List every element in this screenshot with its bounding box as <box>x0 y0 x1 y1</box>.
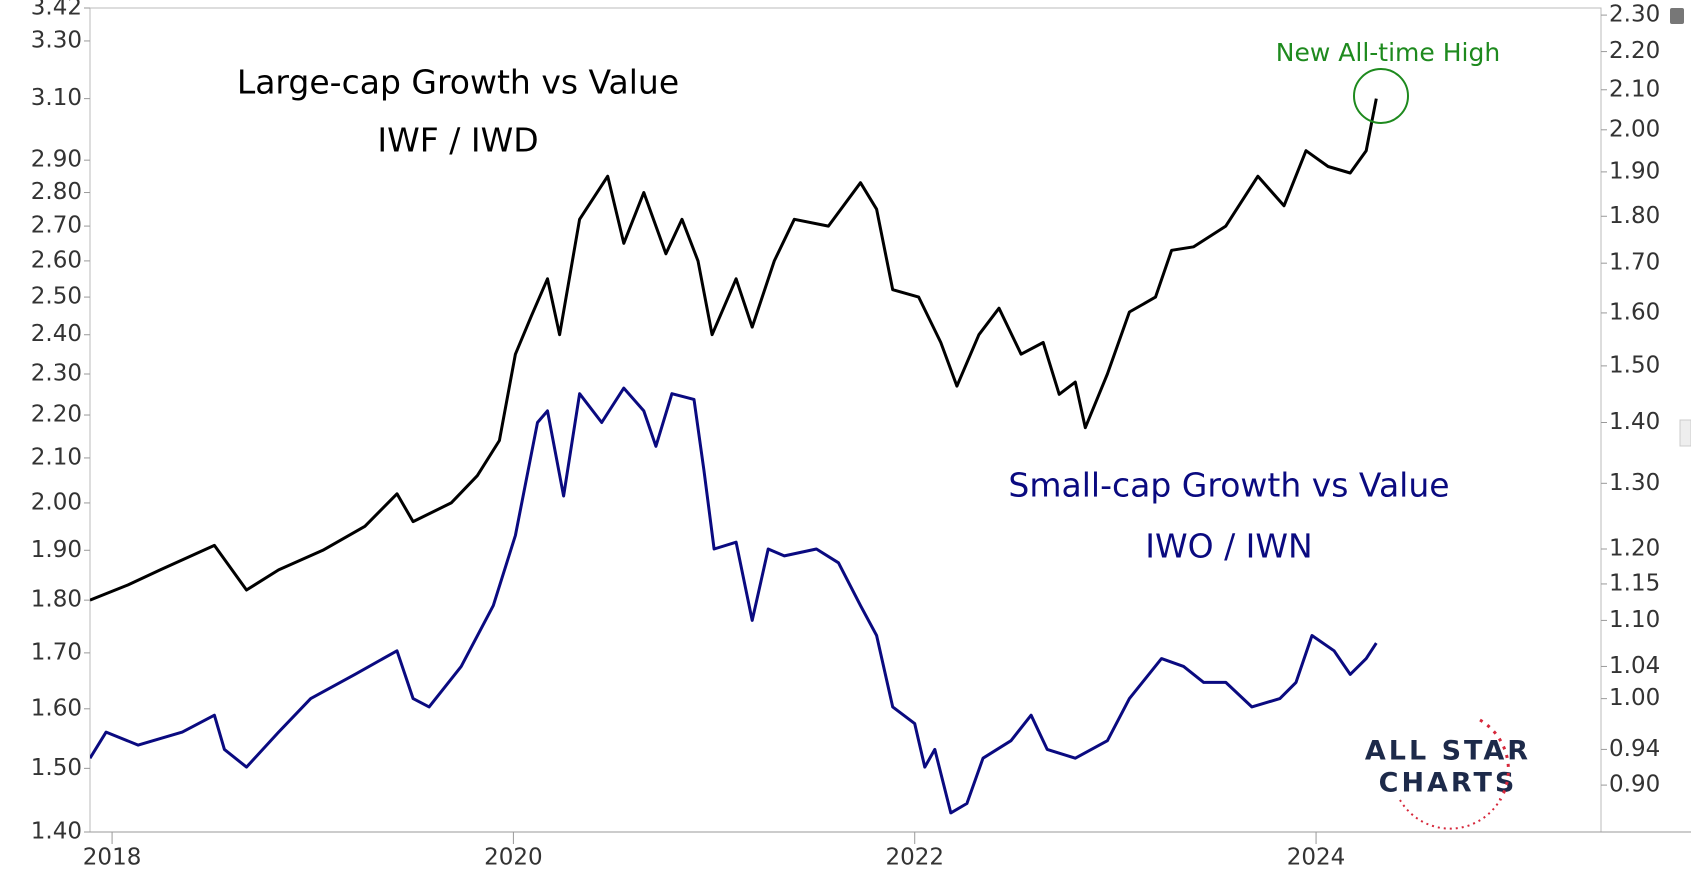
logo-stars <box>1479 718 1510 801</box>
y2-tick-label: 1.04 <box>1609 653 1660 679</box>
y2-tick-label: 1.10 <box>1609 607 1660 633</box>
annotation: New All-time High <box>1276 38 1500 67</box>
logo-text: CHARTS <box>1379 768 1518 799</box>
series-ticker: IWF / IWD <box>377 121 538 160</box>
y-tick-label: 2.80 <box>31 179 82 205</box>
y-tick-label: 2.30 <box>31 361 82 387</box>
y-tick-label: 2.20 <box>31 402 82 428</box>
side-tab[interactable] <box>1679 419 1691 447</box>
y2-tick-label: 1.70 <box>1609 250 1660 276</box>
y-tick-label: 1.70 <box>31 639 82 665</box>
series-label: Small-cap Growth vs Value <box>1008 466 1449 505</box>
y2-tick-label: 2.30 <box>1609 2 1660 28</box>
y-tick-label: 2.10 <box>31 444 82 470</box>
series-ticker: IWO / IWN <box>1145 527 1312 566</box>
y-tick-label: 2.50 <box>31 284 82 310</box>
x-tick-label: 2022 <box>885 845 944 871</box>
annotation-circle <box>1353 68 1409 124</box>
y-tick-label: 1.90 <box>31 537 82 563</box>
y2-tick-label: 1.30 <box>1609 470 1660 496</box>
y2-tick-label: 2.00 <box>1609 116 1660 142</box>
y2-tick-label: 1.80 <box>1609 203 1660 229</box>
y-tick-label: 3.30 <box>31 27 82 53</box>
y2-tick-label: 1.20 <box>1609 536 1660 562</box>
series-line <box>90 386 1378 815</box>
y2-tick-label: 0.94 <box>1609 736 1660 762</box>
y2-tick-label: 2.20 <box>1609 38 1660 64</box>
y-tick-label: 1.80 <box>31 587 82 613</box>
logo: ALL STAR CHARTS <box>1365 718 1531 830</box>
y2-tick-label: 1.50 <box>1609 352 1660 378</box>
plot-frame <box>89 7 1602 833</box>
lock-icon <box>1670 8 1684 24</box>
y-tick-label: 1.50 <box>31 755 82 781</box>
y-tick-label: 3.10 <box>31 85 82 111</box>
y-tick-label: 2.40 <box>31 321 82 347</box>
y-tick-label: 1.40 <box>31 819 82 845</box>
x-tick-label: 2020 <box>484 845 543 871</box>
y2-tick-label: 1.40 <box>1609 409 1660 435</box>
y2-tick-label: 1.15 <box>1609 570 1660 596</box>
series-label: Large-cap Growth vs Value <box>237 63 679 102</box>
series-line <box>90 98 1378 602</box>
y2-tick-label: 1.00 <box>1609 685 1660 711</box>
y-tick-label: 2.70 <box>31 213 82 239</box>
y2-tick-label: 2.10 <box>1609 76 1660 102</box>
x-tick-label: 2024 <box>1287 845 1346 871</box>
y-tick-label: 1.60 <box>31 695 82 721</box>
y2-tick-label: 1.90 <box>1609 158 1660 184</box>
logo-stars <box>1399 799 1501 830</box>
y-tick-label: 2.60 <box>31 247 82 273</box>
logo-text: ALL STAR <box>1365 736 1531 767</box>
y-tick-label: 2.90 <box>31 147 82 173</box>
y2-tick-label: 0.90 <box>1609 772 1660 798</box>
y-tick-label: 3.42 <box>31 0 82 21</box>
y-tick-label: 2.00 <box>31 489 82 515</box>
y2-tick-label: 1.60 <box>1609 299 1660 325</box>
x-tick-label: 2018 <box>83 845 142 871</box>
